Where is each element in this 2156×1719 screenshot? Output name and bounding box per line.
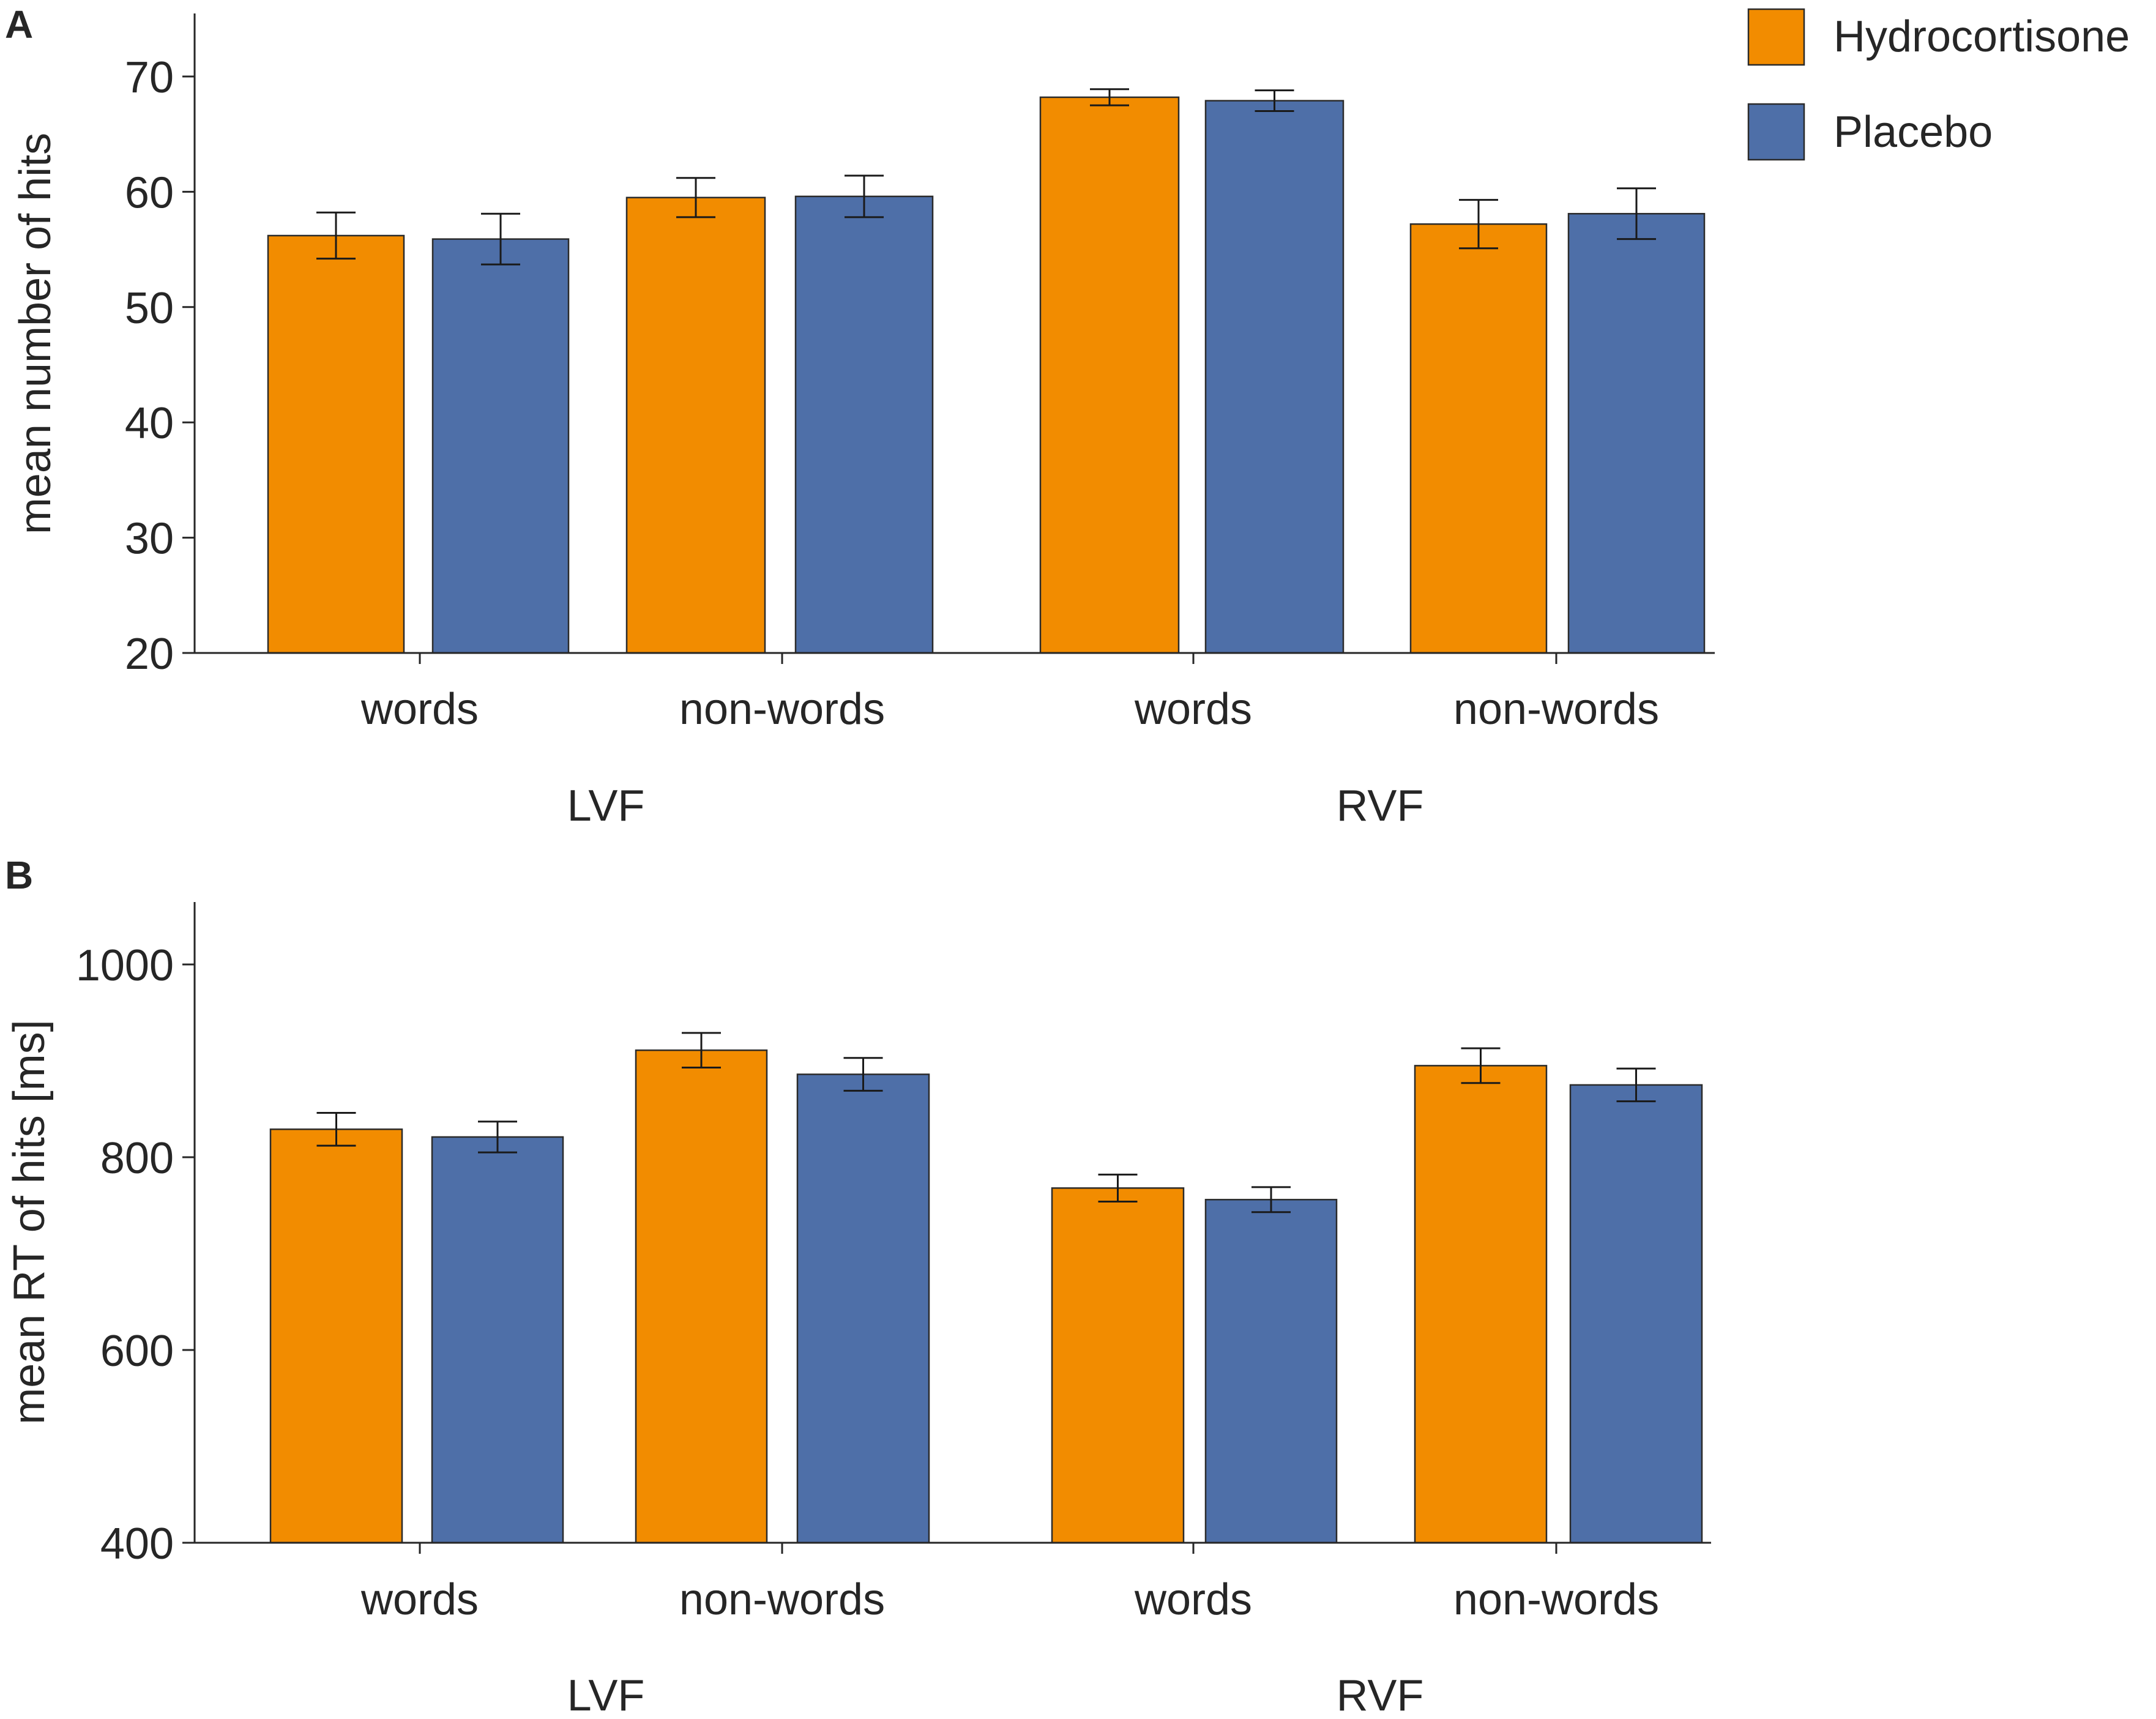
panel-b-error-bar-placebo-4 bbox=[1616, 1067, 1656, 1103]
panel-b-error-bar-placebo-2 bbox=[843, 1057, 883, 1092]
panel-a-y-tick-label: 20 bbox=[125, 630, 174, 679]
panel-b-y-ticks: 400 600 800 1000 bbox=[76, 941, 195, 1568]
panel-b-error-bar-hydrocortisone-3 bbox=[1098, 1173, 1138, 1203]
panel-b-category-label-3: words bbox=[1134, 1575, 1252, 1624]
panel-b-y-tick-label: 600 bbox=[100, 1327, 174, 1376]
panel-b-bars bbox=[269, 1032, 1703, 1544]
legend-label-hydrocortisone: Hydrocortisone bbox=[1833, 12, 2130, 61]
panel-a-y-tick-label: 30 bbox=[125, 515, 174, 564]
panel-a-y-tick-label: 70 bbox=[125, 53, 174, 102]
panel-b-error-bar-hydrocortisone-1 bbox=[316, 1112, 356, 1147]
panel-a-y-ticks: 20 30 40 50 60 70 bbox=[125, 53, 195, 679]
panel-a-bar-placebo-2 bbox=[794, 195, 934, 654]
panel-b-bar-hydrocortisone-1 bbox=[269, 1128, 403, 1544]
panel-letter-b: B bbox=[5, 853, 33, 897]
panel-a-error-bar-hydrocortisone-4 bbox=[1459, 199, 1498, 250]
panel-b-error-bar-placebo-1 bbox=[478, 1121, 517, 1154]
panel-a-bar-hydrocortisone-1 bbox=[267, 234, 405, 654]
panel-b-error-bar-placebo-3 bbox=[1251, 1186, 1291, 1214]
panel-a-error-bar-placebo-3 bbox=[1255, 89, 1294, 113]
panel-b-group-label-lvf: LVF bbox=[567, 1671, 645, 1719]
panel-a-bar-hydrocortisone-3 bbox=[1039, 96, 1180, 654]
panel-a-bar-placebo-4 bbox=[1567, 212, 1706, 654]
legend: Hydrocortisone Placebo bbox=[1747, 8, 2130, 161]
panel-a-y-tick-label: 60 bbox=[125, 168, 174, 217]
panel-a-bars bbox=[267, 88, 1706, 654]
panel-a-category-label-4: non-words bbox=[1453, 685, 1659, 734]
panel-b-bar-placebo-1 bbox=[431, 1136, 564, 1544]
panel-a-y-tick-label: 40 bbox=[125, 399, 174, 448]
panel-a-error-bar-placebo-4 bbox=[1617, 187, 1656, 241]
panel-b-bar-placebo-4 bbox=[1569, 1084, 1703, 1544]
legend-label-placebo: Placebo bbox=[1833, 108, 1993, 157]
panel-a-bar-hydrocortisone-2 bbox=[625, 196, 766, 654]
panel-b-y-tick-label: 400 bbox=[100, 1520, 174, 1568]
panel-a-error-bar-hydrocortisone-2 bbox=[676, 177, 715, 218]
panel-a-bar-placebo-3 bbox=[1204, 100, 1345, 654]
panel-b-y-tick-label: 800 bbox=[100, 1134, 174, 1183]
panel-b-category-label-2: non-words bbox=[679, 1575, 885, 1624]
panel-b-error-bar-hydrocortisone-2 bbox=[682, 1032, 721, 1069]
panel-a-category-label-1: words bbox=[360, 685, 479, 734]
panel-b-y-tick-label: 1000 bbox=[76, 941, 174, 990]
panel-b-bar-placebo-2 bbox=[796, 1073, 930, 1544]
panel-b-bar-placebo-3 bbox=[1204, 1199, 1338, 1544]
legend-swatch-hydrocortisone bbox=[1747, 8, 1805, 66]
legend-swatch-placebo bbox=[1747, 103, 1805, 161]
panel-b-category-label-4: non-words bbox=[1453, 1575, 1659, 1624]
panel-a-error-bar-placebo-1 bbox=[481, 212, 520, 266]
panel-b-category-label-1: words bbox=[360, 1575, 479, 1624]
panel-b-x-ticks bbox=[419, 1543, 1557, 1554]
panel-b-y-axis-title: mean RT of hits [ms] bbox=[5, 1020, 54, 1425]
panel-a-bar-placebo-1 bbox=[431, 238, 570, 654]
panel-a-group-label-lvf: LVF bbox=[567, 781, 645, 830]
panel-a-group-label-rvf: RVF bbox=[1337, 781, 1424, 830]
panel-a-error-bar-placebo-2 bbox=[845, 174, 884, 218]
panel-b-bar-hydrocortisone-3 bbox=[1051, 1187, 1185, 1544]
panel-a-bar-hydrocortisone-4 bbox=[1409, 223, 1548, 654]
panel-b-group-label-rvf: RVF bbox=[1337, 1671, 1424, 1719]
panel-a-category-label-3: words bbox=[1134, 685, 1252, 734]
panel-b-chart: 400 600 800 1000 mean RT of hits [ms] words… bbox=[5, 902, 1711, 1719]
panel-b-bar-hydrocortisone-2 bbox=[635, 1049, 768, 1544]
panel-a-error-bar-hydrocortisone-1 bbox=[316, 211, 356, 260]
panel-a-error-bar-hydrocortisone-3 bbox=[1090, 88, 1129, 106]
panel-a-y-tick-label: 50 bbox=[125, 284, 174, 333]
panel-b-error-bar-hydrocortisone-4 bbox=[1461, 1047, 1501, 1084]
panel-a-category-label-2: non-words bbox=[679, 685, 885, 734]
panel-a-x-ticks bbox=[419, 653, 1557, 664]
panel-letter-a: A bbox=[5, 2, 33, 47]
panel-b-bar-hydrocortisone-4 bbox=[1414, 1065, 1548, 1544]
panel-a-chart: 20 30 40 50 60 70 mean number of hits words n… bbox=[11, 13, 1715, 830]
panel-a-y-axis-title: mean number of hits bbox=[11, 133, 60, 534]
